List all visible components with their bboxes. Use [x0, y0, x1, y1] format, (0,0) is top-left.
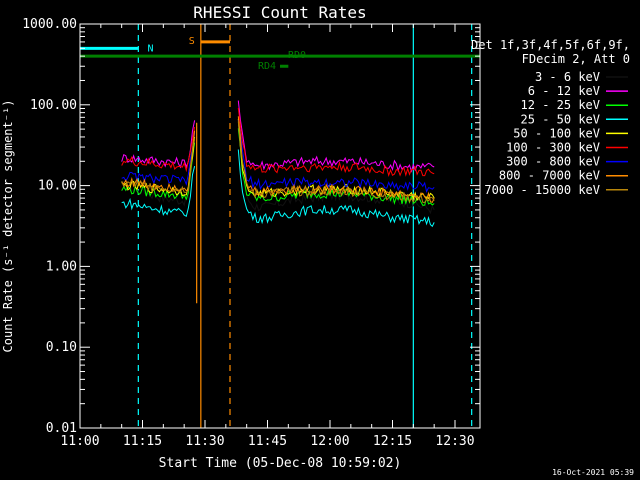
- series-line-7000-15000kev: [121, 121, 435, 204]
- legend-header-line-1: Det 1f,3f,4f,5f,6f,9f,: [471, 38, 630, 52]
- legend-entry-label: 7000 - 15000 keV: [484, 183, 600, 197]
- series-line-300-800kev: [121, 120, 435, 193]
- x-tick-label: 11:45: [248, 434, 287, 449]
- legend-entry-label: 12 - 25 keV: [521, 98, 600, 112]
- x-tick-label: 12:30: [435, 434, 474, 449]
- annotation-label-rd0: RD0: [288, 50, 306, 61]
- y-tick-label: 10.00: [38, 179, 77, 194]
- annotation-label-rd4: RD4: [258, 61, 276, 72]
- legend-entry-label: 3 - 6 keV: [535, 70, 600, 84]
- series-line-50-100kev: [121, 118, 435, 202]
- y-tick-label: 1000.00: [22, 17, 77, 32]
- annotation-label-s: S: [189, 36, 195, 47]
- legend-entry-label: 25 - 50 keV: [521, 112, 600, 126]
- series-line-12-25kev: [121, 128, 435, 206]
- reference-lines: [137, 24, 473, 428]
- y-tick-label: 1.00: [46, 259, 77, 274]
- x-tick-label: 12:00: [310, 434, 349, 449]
- chart-title: RHESSI Count Rates: [193, 3, 366, 22]
- y-tick-label: 100.00: [30, 98, 77, 113]
- y-tick-label: 0.10: [46, 340, 77, 355]
- x-tick-label: 12:15: [373, 434, 412, 449]
- annotation-group: N S RD0 RD4: [80, 36, 480, 72]
- legend: Det 1f,3f,4f,5f,6f,9f, FDecim 2, Att 0 3…: [471, 38, 630, 197]
- legend-entry-label: 800 - 7000 keV: [499, 169, 600, 183]
- x-axis-label: Start Time (05-Dec-08 10:59:02): [159, 456, 402, 471]
- plot-frame: [79, 23, 481, 429]
- legend-entry-label: 6 - 12 keV: [528, 84, 600, 98]
- series-line-100-300kev: [121, 107, 435, 177]
- x-tick-label: 11:30: [185, 434, 224, 449]
- legend-header-line-2: FDecim 2, Att 0: [522, 52, 630, 66]
- y-tick-label: 0.01: [46, 421, 77, 436]
- annotation-label-n: N: [148, 43, 154, 54]
- series-line-25-50kev: [121, 149, 435, 228]
- legend-entry-label: 100 - 300 keV: [506, 141, 600, 155]
- series-line-800-7000kev: [121, 116, 435, 204]
- x-tick-label: 11:00: [60, 434, 99, 449]
- generation-timestamp: 16-Oct-2021 05:39: [552, 468, 634, 477]
- x-tick-label: 11:15: [123, 434, 162, 449]
- axes-group: 11:00 11:15 11:30 11:45 12:00 12:15 12:30 0.01 0…: [22, 17, 480, 449]
- legend-entry-label: 50 - 100 keV: [513, 126, 600, 140]
- y-axis-label: Count Rate (s⁻¹ detector segment⁻¹): [1, 100, 15, 353]
- legend-entry-label: 300 - 800 keV: [506, 155, 600, 169]
- series-group: [121, 100, 435, 304]
- series-line-6-12kev: [121, 100, 435, 173]
